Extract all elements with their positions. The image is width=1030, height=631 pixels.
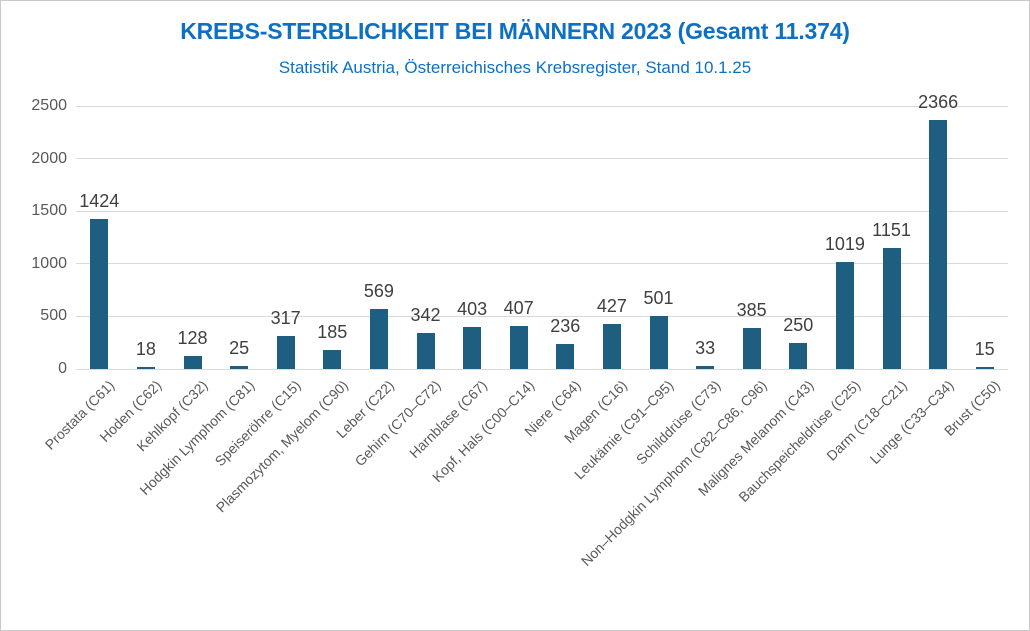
y-axis-tick-label: 0 — [58, 360, 67, 377]
bar — [882, 248, 901, 369]
bar-value-label: 185 — [317, 322, 348, 342]
bar-value-label: 18 — [135, 339, 156, 359]
bar — [230, 366, 249, 369]
x-axis-category-label: Schilddrüse (C73) — [632, 377, 724, 468]
bar — [602, 324, 621, 369]
bar-value-label: 342 — [410, 305, 441, 325]
bar — [789, 343, 808, 369]
bar-value-label: 2366 — [918, 92, 959, 112]
bar — [416, 333, 435, 369]
bar-value-label: 569 — [363, 281, 394, 301]
gridline — [76, 158, 1008, 160]
bar-value-label: 403 — [457, 299, 488, 319]
bar — [509, 326, 528, 369]
bar-value-label: 317 — [270, 308, 301, 328]
y-axis-tick-label: 1000 — [31, 254, 67, 272]
x-axis-category-label: Gehirn (C70–C72) — [351, 377, 444, 470]
gridline — [76, 368, 1008, 370]
bar — [929, 120, 948, 369]
chart-subtitle: Statistik Austria, Österreichisches Kreb… — [278, 58, 752, 77]
bar — [369, 309, 388, 369]
bar-value-label: 427 — [596, 296, 627, 316]
x-axis-category-label: Lunge (C33–C34) — [866, 377, 957, 468]
x-axis-category-label: Speiseröhre (C15) — [211, 377, 305, 470]
bar-value-label: 15 — [974, 339, 995, 359]
bar — [463, 327, 482, 369]
bar — [276, 336, 295, 369]
y-axis-tick-label: 500 — [40, 307, 67, 325]
gridline — [76, 210, 1008, 212]
bar — [183, 356, 202, 369]
bar-value-label: 236 — [550, 316, 581, 336]
chart-title: KREBS-STERBLICHKEIT BEI MÄNNERN 2023 (Ge… — [180, 18, 850, 44]
bar — [649, 316, 668, 369]
gridline — [76, 263, 1008, 265]
bar-value-label: 1424 — [79, 191, 120, 211]
bar — [90, 219, 109, 369]
bar-value-label: 1019 — [824, 234, 865, 254]
y-axis-tick-label: 2000 — [31, 149, 67, 167]
bar — [696, 366, 715, 369]
bar — [323, 350, 342, 369]
gridline — [76, 315, 1008, 317]
bar-value-label: 407 — [503, 298, 534, 318]
x-axis-category-label: Darm (C18–C21) — [823, 377, 910, 464]
bar — [136, 367, 155, 369]
bar — [556, 344, 575, 369]
bar-value-label: 25 — [229, 338, 250, 358]
y-axis-tick-label: 2500 — [31, 97, 67, 114]
bar-value-label: 1151 — [872, 220, 911, 240]
bar — [835, 262, 854, 369]
bar-value-label: 33 — [695, 338, 716, 358]
y-axis-tick-label: 1500 — [31, 202, 67, 220]
bar — [975, 367, 994, 369]
bar-value-label: 385 — [736, 300, 767, 320]
bar-value-label: 501 — [643, 288, 674, 308]
gridline — [76, 105, 1008, 107]
bar — [742, 328, 761, 369]
bar-value-label: 128 — [177, 328, 208, 348]
bar-value-label: 250 — [783, 315, 814, 335]
